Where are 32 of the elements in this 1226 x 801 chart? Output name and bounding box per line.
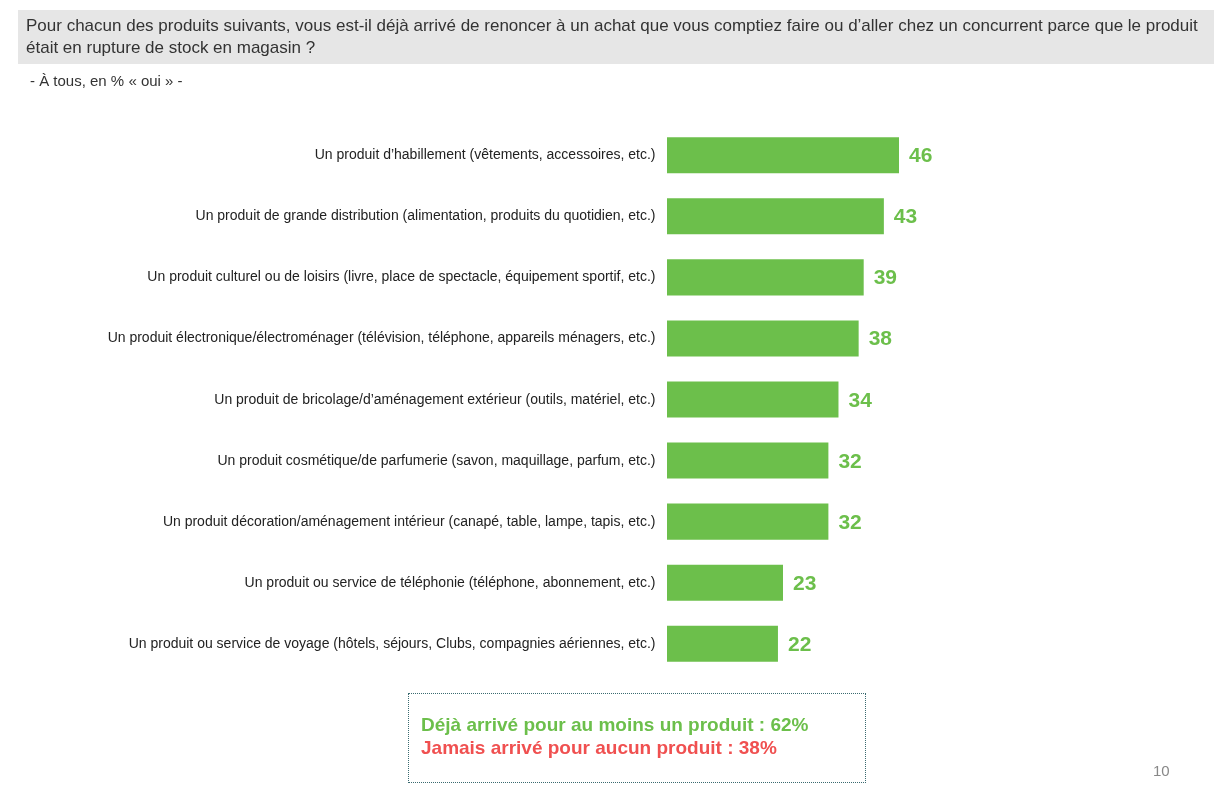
text: Jamais arrivé pour aucun produit : 38% — [421, 737, 777, 759]
bar — [667, 198, 884, 235]
bar — [667, 259, 864, 296]
data-label: 22 — [787, 631, 812, 655]
y-tick-label: Un produit ou service de voyage (hôtels, séjours, Clubs, compagnies aériennes, etc.) — [128, 634, 656, 651]
data-label: 46 — [909, 143, 933, 167]
data-label: 39 — [873, 265, 898, 289]
bar — [667, 625, 778, 662]
y-tick-label: Un produit électronique/électroménager (télévision, téléphone, appareils ménagers, etc.) — [107, 329, 656, 346]
bar — [667, 381, 839, 418]
bar — [667, 320, 859, 357]
text: Déjà arrivé pour au moins un produit : 62% — [421, 714, 809, 736]
data-label: 43 — [893, 204, 918, 228]
chart-title: Pour chacun des produits suivants, vous est-il déjà arrivé de renoncer à un achat que vous comptiez faire ou d’aller chez un concurrent parce que le produit était en rupture de stock en magasin ? — [18, 10, 1214, 64]
bar — [667, 137, 899, 174]
data-label: 38 — [868, 326, 893, 350]
bar — [667, 503, 829, 540]
y-tick-label: Un produit ou service de téléphonie (téléphone, abonnement, etc.) — [244, 573, 656, 590]
y-tick-label: Un produit de bricolage/d’aménagement extérieur (outils, matériel, etc.) — [214, 390, 656, 407]
y-tick-label: Un produit décoration/aménagement intérieur (canapé, table, lampe, tapis, etc.) — [162, 512, 656, 529]
y-tick-label: Un produit de grande distribution (alimentation, produits du quotidien, etc.) — [195, 207, 656, 224]
data-label: 32 — [838, 448, 862, 472]
data-label: 32 — [838, 509, 862, 533]
text: - À tous, en % « oui » - — [30, 72, 183, 89]
data-label: 23 — [793, 570, 817, 594]
data-label: 34 — [848, 387, 873, 411]
bar — [667, 442, 829, 479]
y-tick-label: Un produit culturel ou de loisirs (livre, place de spectacle, équipement sportif, etc.) — [147, 268, 656, 285]
bar — [667, 564, 783, 601]
y-tick-label: Un produit cosmétique/de parfumerie (savon, maquillage, parfum, etc.) — [217, 451, 656, 468]
y-tick-label: Un produit d’habillement (vêtements, accessoires, etc.) — [314, 146, 656, 163]
text: 10 — [1153, 762, 1170, 779]
